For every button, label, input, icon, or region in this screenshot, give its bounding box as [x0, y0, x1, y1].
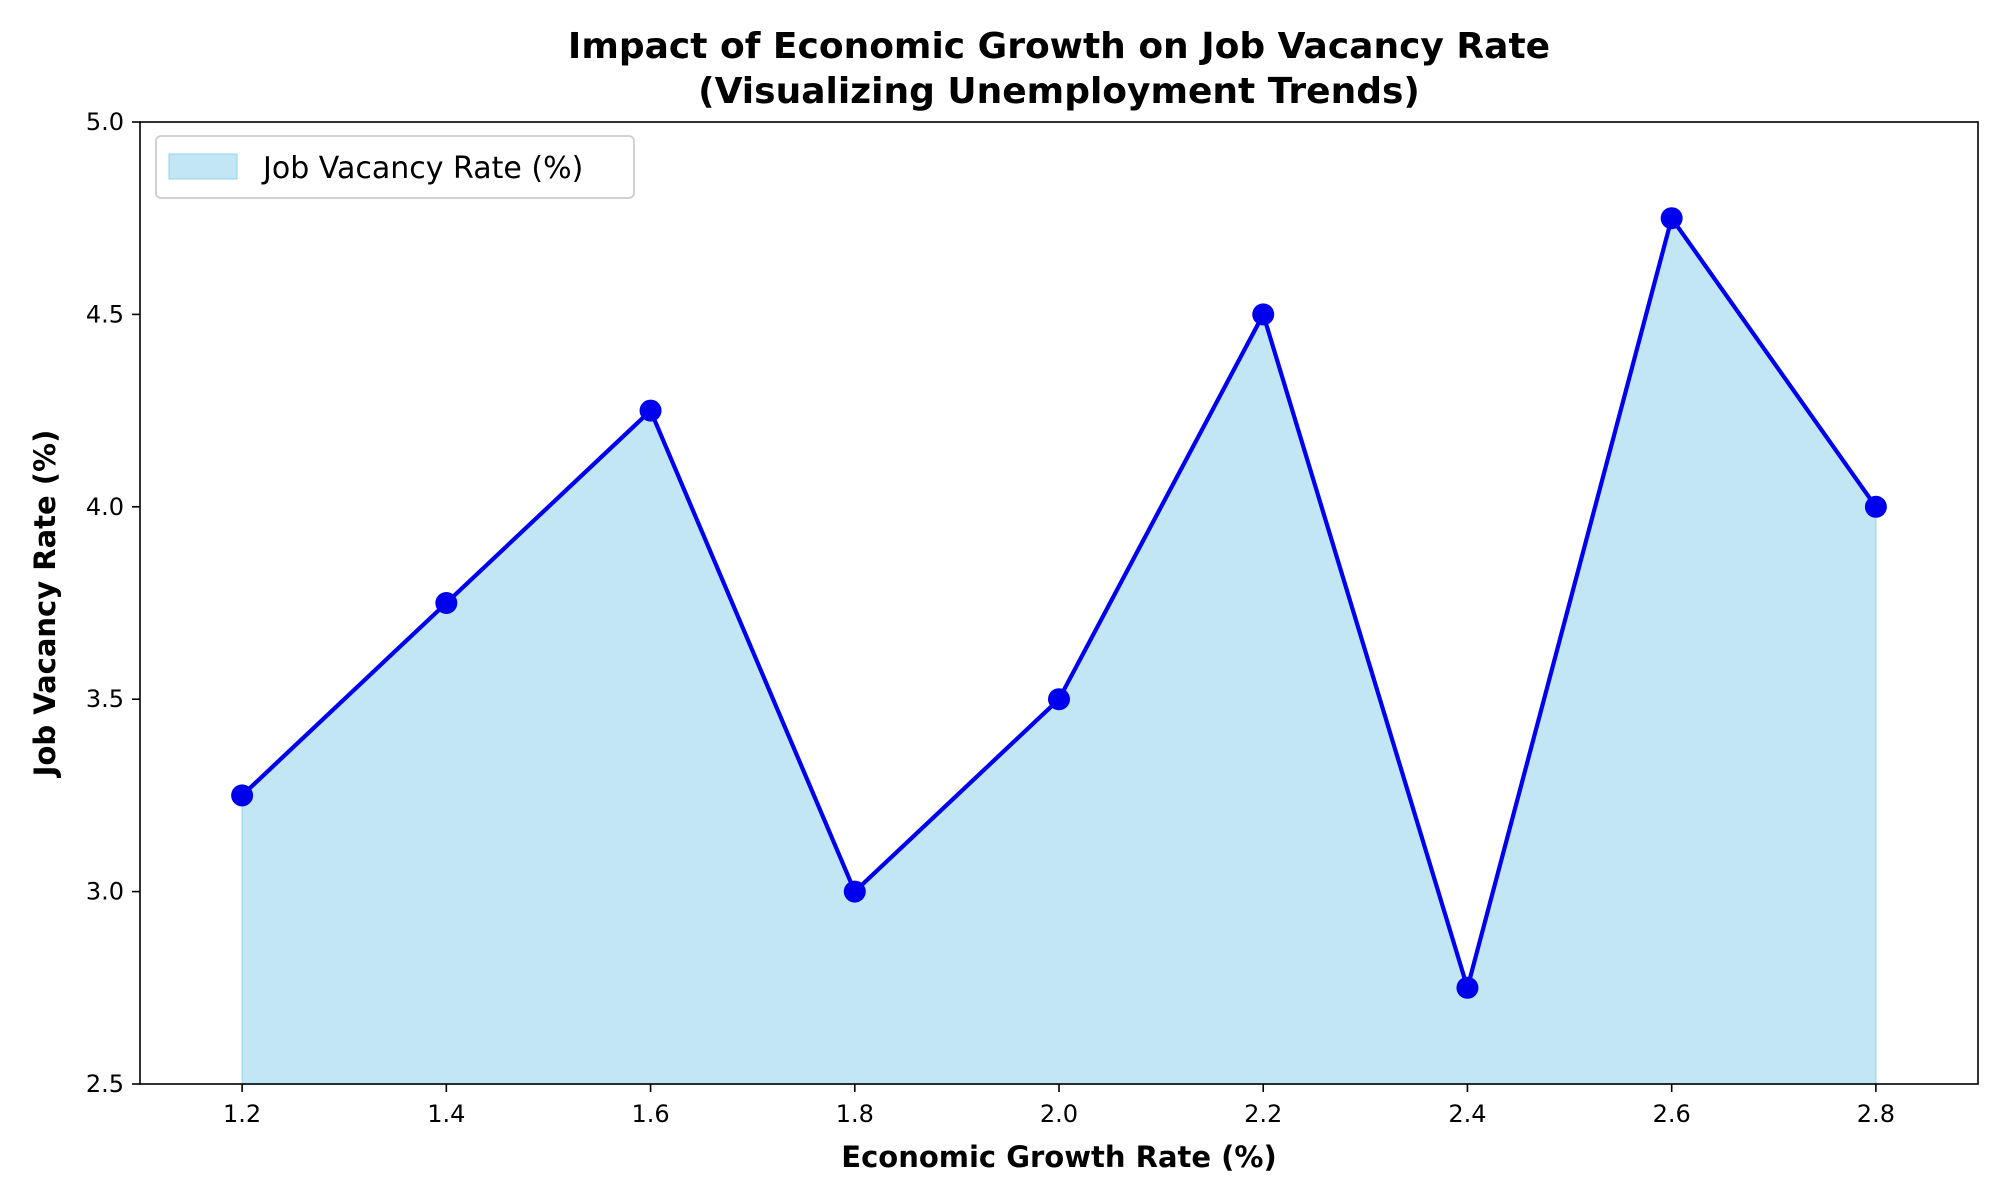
data-point [1864, 495, 1887, 518]
y-tick-label: 4.5 [86, 300, 124, 328]
chart-title-line-1: Impact of Economic Growth on Job Vacancy… [568, 26, 1550, 67]
legend-swatch [168, 153, 238, 180]
legend-label: Job Vacancy Rate (%) [261, 151, 583, 186]
x-tick-label: 1.8 [836, 1100, 874, 1128]
x-axis: 1.2 1.4 1.6 1.8 2.0 2.2 2.4 2.6 2.8 [223, 1084, 1895, 1128]
data-point [1252, 303, 1275, 326]
x-tick-label: 1.2 [223, 1100, 261, 1128]
y-tick-label: 3.5 [86, 685, 124, 713]
y-axis-label: Job Vacancy Rate (%) [28, 430, 62, 779]
x-tick-label: 2.8 [1857, 1100, 1895, 1128]
data-point [1456, 976, 1479, 999]
x-tick-label: 1.6 [631, 1100, 669, 1128]
data-point [435, 592, 458, 614]
y-tick-label: 4.0 [86, 493, 124, 521]
data-point [639, 399, 662, 422]
chart-title-line-2: (Visualizing Unemployment Trends) [698, 71, 1420, 112]
legend-box [155, 135, 635, 199]
y-tick-label: 3.0 [86, 878, 124, 906]
x-tick-label: 2.6 [1653, 1100, 1691, 1128]
data-point [231, 784, 254, 807]
x-tick-label: 2.2 [1244, 1100, 1282, 1128]
x-tick-label: 2.0 [1040, 1100, 1078, 1128]
y-axis: 2.5 3.0 3.5 4.0 4.5 5.0 [86, 108, 140, 1098]
data-point [1048, 688, 1070, 711]
x-tick-label: 2.4 [1448, 1100, 1486, 1128]
data-point [843, 880, 866, 903]
y-tick-label: 5.0 [86, 108, 124, 136]
x-axis-label: Economic Growth Rate (%) [841, 1140, 1276, 1174]
marker-layer [231, 207, 1887, 999]
legend: Job Vacancy Rate (%) [155, 135, 635, 199]
y-tick-label: 2.5 [86, 1070, 124, 1098]
x-tick-label: 1.4 [427, 1100, 465, 1128]
data-point [1660, 207, 1683, 230]
